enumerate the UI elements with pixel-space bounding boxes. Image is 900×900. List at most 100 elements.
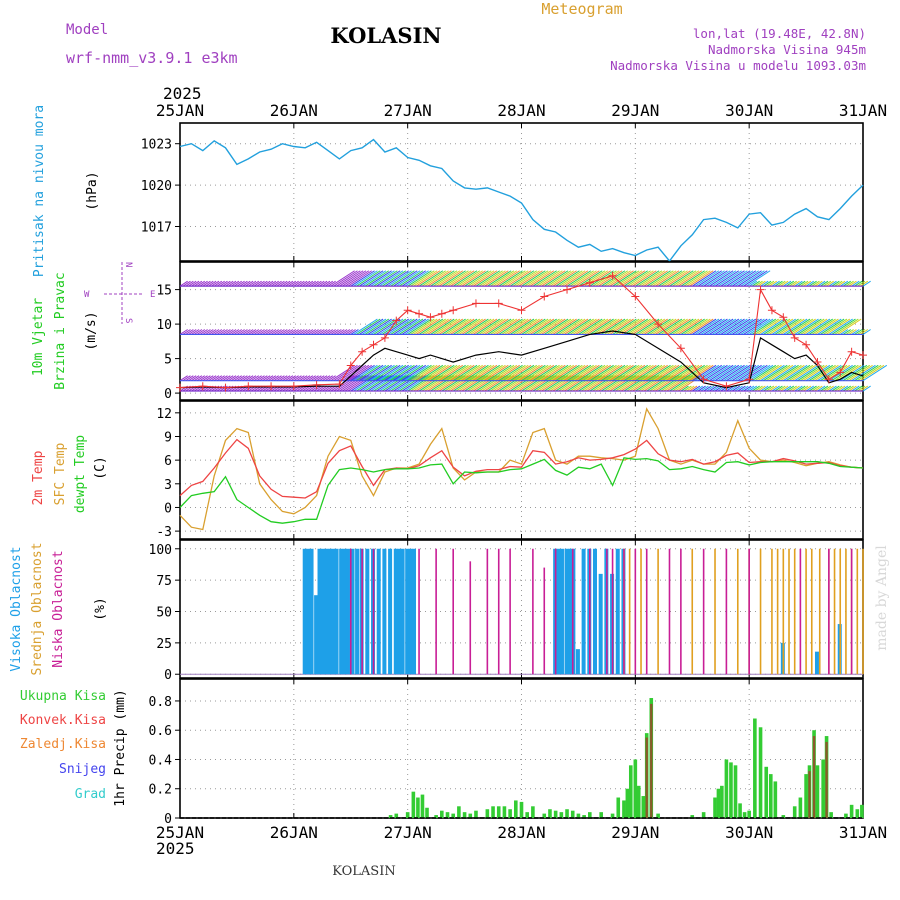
wind-barb	[421, 364, 446, 382]
wind-barb	[680, 270, 705, 287]
wind-barb	[216, 280, 225, 287]
wind-barb	[768, 364, 794, 382]
wind-barb	[515, 375, 540, 392]
top-date-label: 29JAN	[611, 101, 659, 120]
pressure-ytick-label: 1020	[141, 179, 172, 194]
wind-barb	[859, 329, 869, 335]
wind-barb	[566, 364, 592, 382]
wind-barb	[549, 318, 575, 335]
wind-barb	[751, 318, 777, 335]
wind-barb	[726, 364, 751, 382]
cloud-low-bar	[702, 548, 705, 675]
temp-ytick-label: 6	[164, 454, 172, 469]
wind-barb	[575, 318, 600, 335]
cloud-low-bar	[554, 548, 557, 675]
wind-barb	[632, 364, 657, 382]
wind-barb	[450, 318, 475, 335]
wind-barb	[612, 375, 637, 392]
wind-barb	[626, 375, 651, 392]
wind-barb	[569, 318, 594, 335]
wind-barb	[364, 364, 390, 382]
cloud-high-bar	[331, 548, 336, 675]
wind-barb	[595, 375, 620, 392]
wind-barb	[450, 364, 475, 382]
wind-barb	[370, 318, 395, 335]
wind-barb	[433, 364, 458, 382]
wind-barb	[481, 318, 506, 335]
wind-barb	[361, 375, 387, 392]
wind-barb	[213, 329, 223, 335]
wind-barb	[216, 385, 225, 392]
precip-total-bar	[849, 804, 854, 818]
wind-barb	[267, 280, 277, 287]
wind-barb	[703, 385, 712, 392]
wind-barb	[376, 270, 401, 287]
precip-total-bar	[720, 785, 724, 818]
wind-barb	[472, 318, 498, 335]
wind-barb	[797, 385, 806, 392]
wind-barb	[649, 375, 674, 392]
wind-barb	[233, 375, 242, 382]
precip-total-bar	[388, 815, 393, 818]
wind-barb	[848, 364, 873, 382]
wind-barb	[470, 364, 495, 382]
wind-barb	[754, 318, 779, 335]
wind-barb	[689, 318, 714, 335]
wind-barb	[373, 375, 398, 392]
wind-barb	[842, 280, 852, 287]
wind-barb	[458, 364, 483, 382]
wind-barb	[472, 364, 498, 382]
wind-barb	[302, 329, 311, 335]
wind-barb	[211, 375, 220, 382]
cloud-high-bar	[334, 548, 339, 675]
cloud-low-bar	[725, 548, 728, 675]
wind-barb	[777, 364, 802, 382]
wind-barb	[728, 270, 754, 287]
wind-barb	[401, 364, 427, 382]
wind-barb	[524, 270, 549, 287]
wind-barb	[410, 364, 435, 382]
wind-barb	[663, 375, 688, 392]
wind-barb	[506, 364, 532, 382]
wind-barb	[461, 318, 486, 335]
wind-barb	[464, 375, 489, 392]
wind-barb	[714, 270, 740, 287]
precip-total-bar	[582, 815, 586, 818]
wind-barb	[677, 270, 703, 287]
wind-barb	[393, 270, 418, 287]
wind-barb	[660, 270, 686, 287]
wind-barb	[390, 364, 415, 382]
wind-barb	[484, 364, 509, 382]
wind-barb	[768, 385, 778, 392]
wind-barb	[441, 318, 466, 335]
wind-gust-marker	[403, 306, 412, 315]
wind-barb	[219, 329, 228, 335]
wind-barb	[356, 270, 381, 287]
wind-barb	[848, 329, 857, 335]
wind-barb	[686, 385, 695, 392]
cloud-mid-bar	[805, 548, 807, 675]
precip-ytick-label: 0.4	[149, 753, 173, 768]
wind-barb	[561, 364, 586, 382]
wind-barb	[808, 385, 817, 392]
wind-barb	[612, 270, 637, 287]
wind-barb	[438, 318, 464, 335]
wind-barb	[589, 270, 614, 287]
wind-gust-marker	[779, 313, 788, 322]
wind-barb	[427, 318, 452, 335]
wind-barb	[364, 318, 390, 335]
wind-barb	[652, 375, 677, 392]
wind-barb	[837, 318, 862, 335]
wind-barb	[478, 364, 503, 382]
wind-barb	[555, 270, 580, 287]
wind-barb	[583, 364, 609, 382]
wind-barb	[464, 318, 489, 335]
wind-barb	[509, 270, 535, 287]
wind-barb	[555, 375, 580, 392]
wind-barb	[185, 375, 194, 382]
wind-barb	[506, 270, 532, 287]
wind-barb	[199, 375, 208, 382]
wind-barb	[433, 318, 458, 335]
wind-barb	[526, 270, 552, 287]
wind-barb	[794, 385, 803, 392]
